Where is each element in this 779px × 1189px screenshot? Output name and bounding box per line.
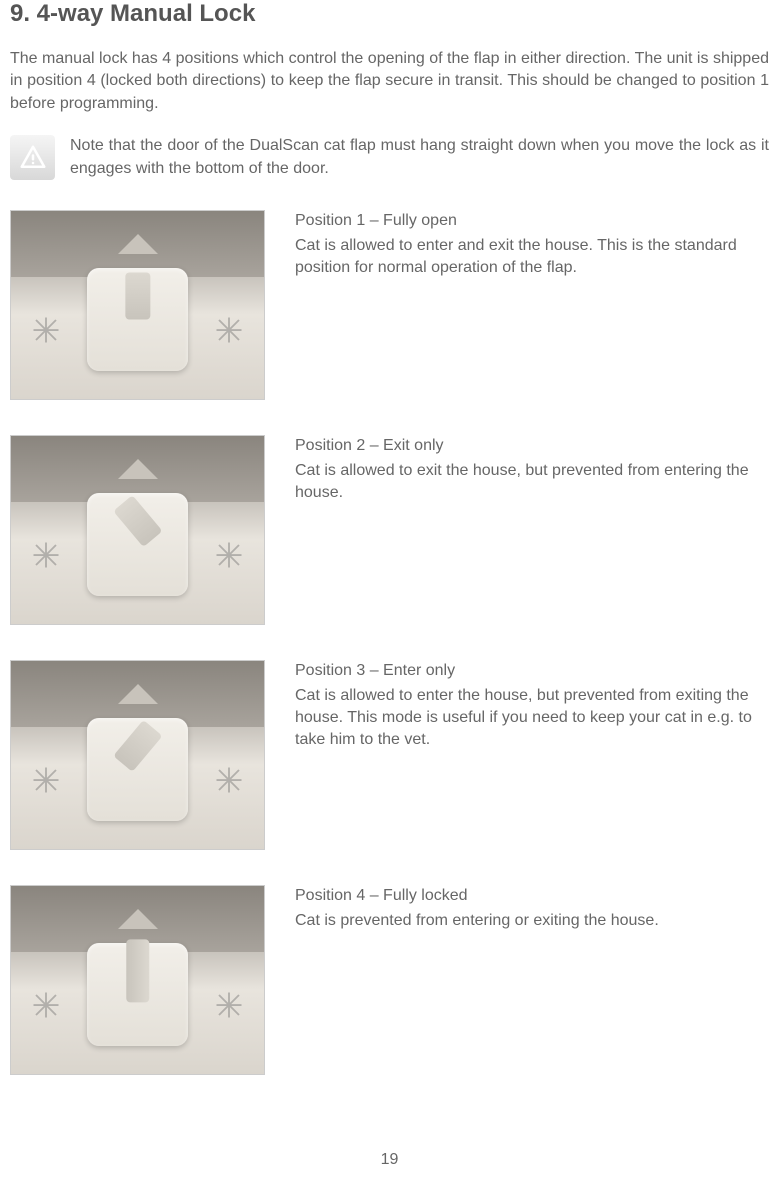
position-block-2: Position 2 – Exit only Cat is allowed to… [10, 435, 769, 625]
position-block-3: Position 3 – Enter only Cat is allowed t… [10, 660, 769, 850]
position-1-image [10, 210, 265, 400]
note-text: Note that the door of the DualScan cat f… [70, 135, 769, 180]
position-4-image [10, 885, 265, 1075]
intro-paragraph: The manual lock has 4 positions which co… [10, 48, 769, 115]
position-1-desc: Cat is allowed to enter and exit the hou… [295, 237, 737, 276]
position-3-text: Position 3 – Enter only Cat is allowed t… [295, 660, 769, 752]
position-4-title: Position 4 – Fully locked [295, 885, 769, 907]
page-number: 19 [0, 1151, 779, 1169]
position-3-image [10, 660, 265, 850]
position-1-text: Position 1 – Fully open Cat is allowed t… [295, 210, 769, 279]
position-3-title: Position 3 – Enter only [295, 660, 769, 682]
note-row: Note that the door of the DualScan cat f… [10, 135, 769, 180]
section-heading: 9. 4-way Manual Lock [10, 0, 769, 28]
warning-icon [10, 135, 55, 180]
position-2-image [10, 435, 265, 625]
position-1-title: Position 1 – Fully open [295, 210, 769, 232]
position-block-1: Position 1 – Fully open Cat is allowed t… [10, 210, 769, 400]
position-4-text: Position 4 – Fully locked Cat is prevent… [295, 885, 769, 932]
position-2-title: Position 2 – Exit only [295, 435, 769, 457]
position-4-desc: Cat is prevented from entering or exitin… [295, 912, 659, 929]
position-3-desc: Cat is allowed to enter the house, but p… [295, 687, 752, 749]
position-2-desc: Cat is allowed to exit the house, but pr… [295, 462, 749, 501]
position-2-text: Position 2 – Exit only Cat is allowed to… [295, 435, 769, 504]
position-block-4: Position 4 – Fully locked Cat is prevent… [10, 885, 769, 1075]
